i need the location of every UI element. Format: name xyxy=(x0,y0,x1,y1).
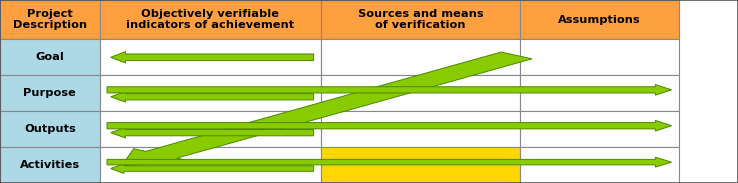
Polygon shape xyxy=(107,85,672,95)
Text: Goal: Goal xyxy=(35,52,64,62)
Bar xyxy=(0,111,100,147)
Polygon shape xyxy=(111,92,314,102)
Bar xyxy=(0,39,100,75)
Bar xyxy=(0,75,100,111)
Polygon shape xyxy=(107,120,672,131)
Bar xyxy=(321,111,520,147)
Polygon shape xyxy=(111,164,314,173)
Bar xyxy=(100,39,321,75)
Bar xyxy=(100,111,321,147)
Bar xyxy=(520,0,679,39)
Polygon shape xyxy=(107,157,672,167)
Bar xyxy=(321,0,520,39)
Text: Activities: Activities xyxy=(20,160,80,170)
Polygon shape xyxy=(122,52,532,166)
Bar xyxy=(520,39,679,75)
Bar xyxy=(520,111,679,147)
Bar xyxy=(0,147,100,183)
Text: Objectively verifiable
indicators of achievement: Objectively verifiable indicators of ach… xyxy=(126,9,294,31)
Text: Purpose: Purpose xyxy=(24,88,76,98)
Bar xyxy=(321,75,520,111)
Bar xyxy=(520,75,679,111)
Text: Sources and means
of verification: Sources and means of verification xyxy=(358,9,483,31)
Bar xyxy=(321,147,520,183)
Bar xyxy=(100,0,321,39)
Text: Project
Description: Project Description xyxy=(13,9,87,31)
Bar xyxy=(100,147,321,183)
Bar xyxy=(520,147,679,183)
Text: Assumptions: Assumptions xyxy=(559,15,641,25)
Bar xyxy=(0,0,100,39)
Bar xyxy=(100,75,321,111)
Polygon shape xyxy=(111,127,314,138)
Bar xyxy=(321,39,520,75)
Text: Outputs: Outputs xyxy=(24,124,76,134)
Polygon shape xyxy=(111,52,314,63)
